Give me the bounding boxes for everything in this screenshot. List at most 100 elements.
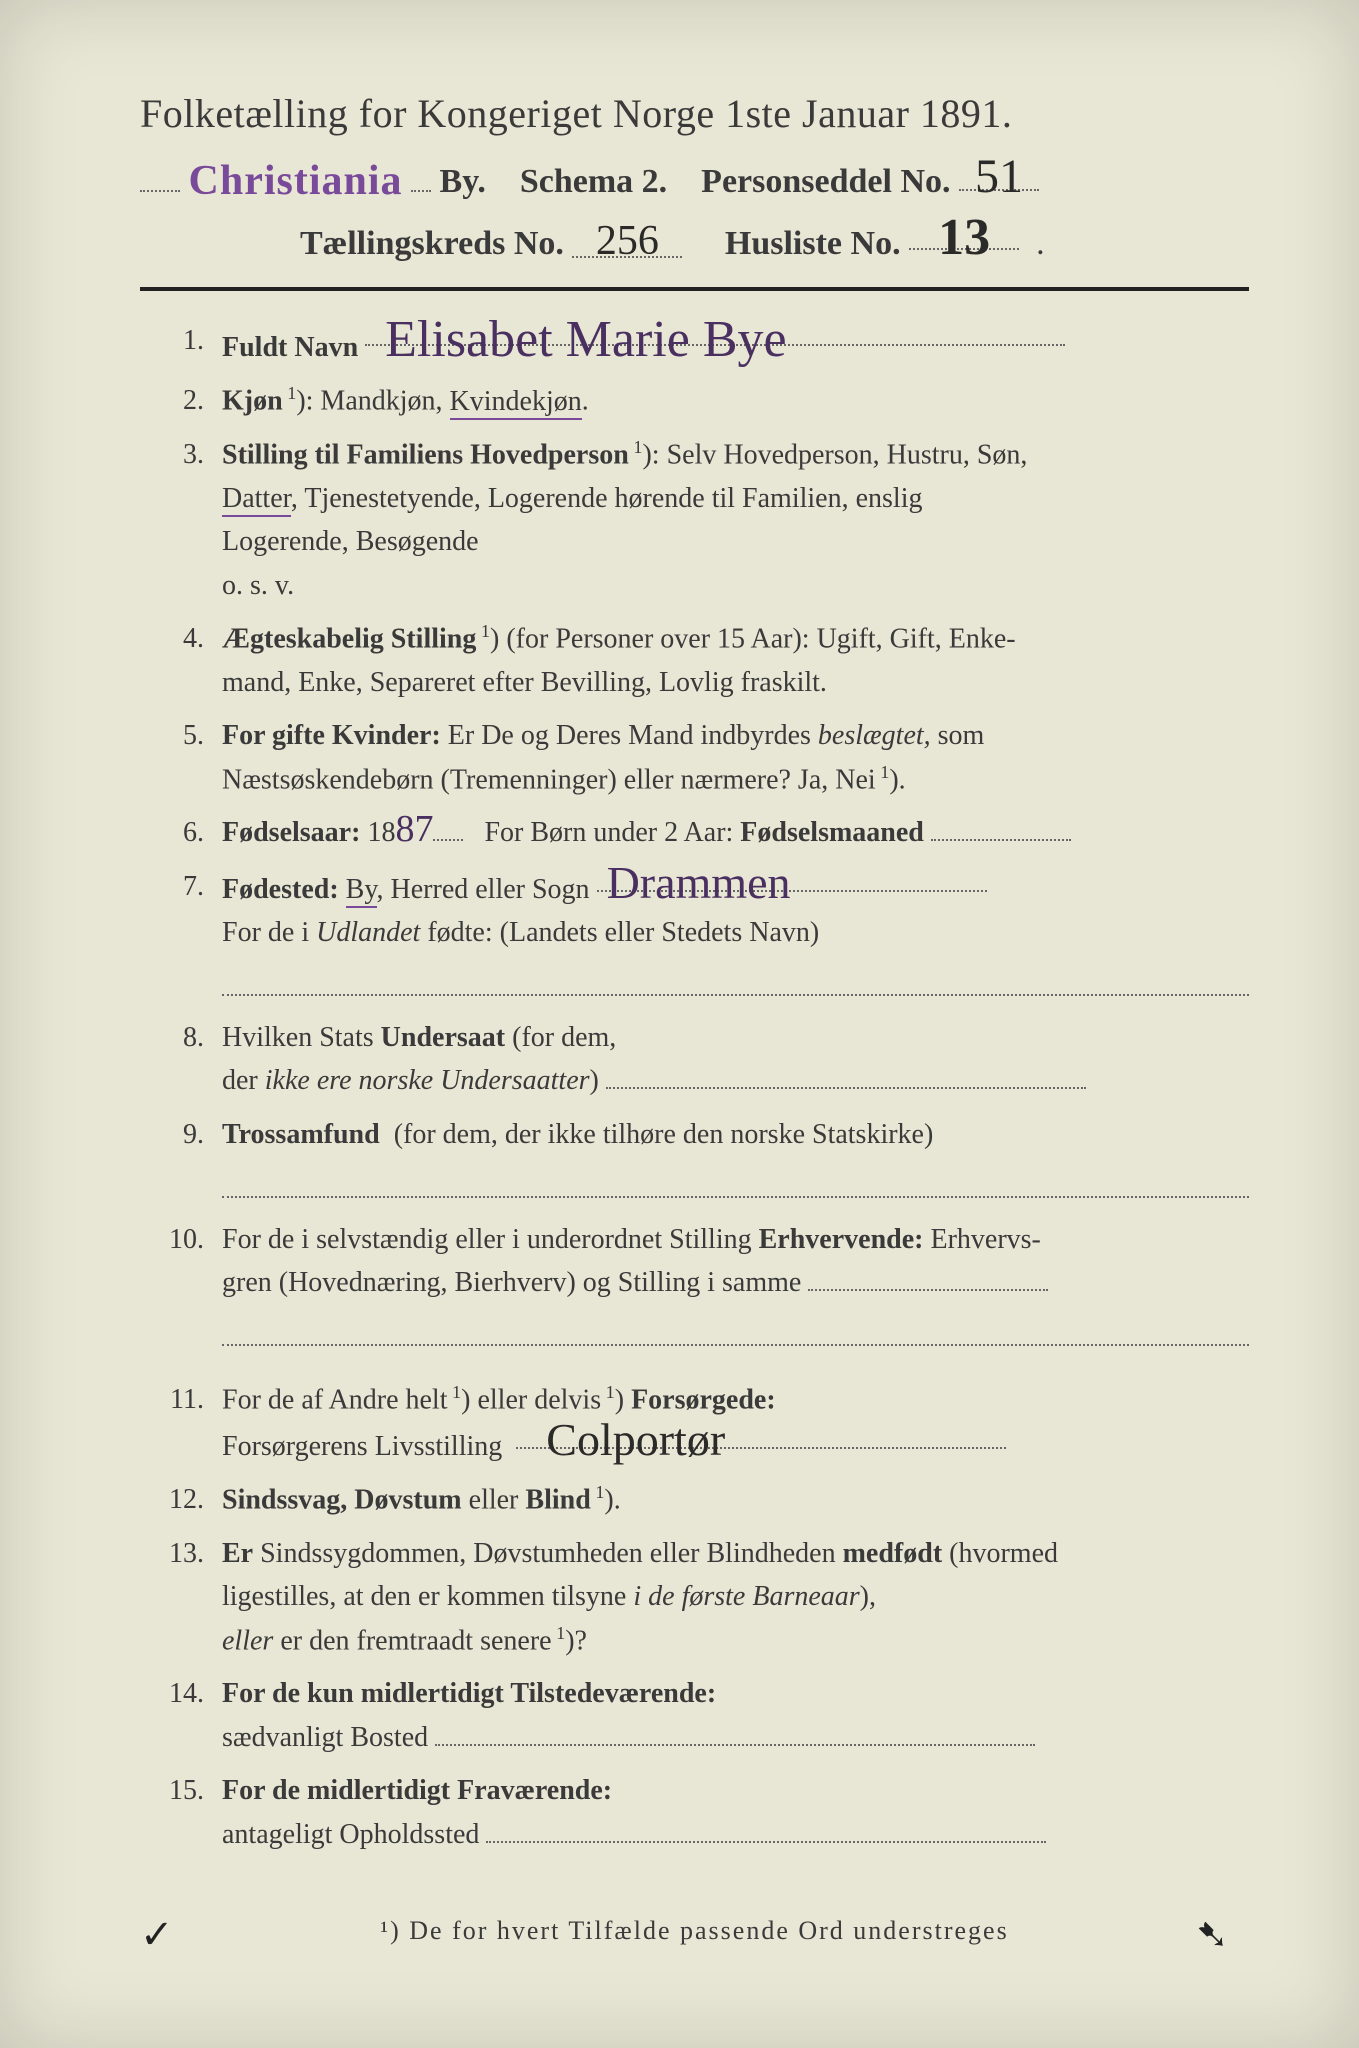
name-value: Elisabet Marie Bye — [385, 319, 786, 361]
text: Hvilken Stats — [222, 1022, 374, 1053]
field-label: Forsørgede: — [631, 1384, 776, 1415]
provider-value: Colportør — [546, 1422, 725, 1459]
year-value: 87 — [395, 814, 433, 844]
text: Forsørgerens Livsstilling — [222, 1431, 502, 1462]
text: gren (Hovednæring, Bierhverv) og Stillin… — [222, 1267, 801, 1298]
field-label: Fødselsmaaned — [740, 817, 924, 848]
text: For Børn under 2 Aar: — [484, 817, 733, 848]
ink-mark-icon: ✓ — [140, 1911, 174, 1958]
field-label: Fuldt Navn — [222, 332, 358, 363]
divider-top — [140, 287, 1249, 291]
by-label: By. — [440, 163, 486, 200]
field-label: Fødested: — [222, 874, 339, 905]
field-label: Sindssvag, Døvstum — [222, 1485, 462, 1516]
row-6: 6. Fødselsaar: 1887 For Børn under 2 Aar… — [140, 811, 1249, 854]
field-label: For de midlertidigt Fraværende: — [222, 1775, 612, 1806]
text: Erhvervs- — [930, 1224, 1040, 1255]
footnote: ¹) De for hvert Tilfælde passende Ord un… — [140, 1916, 1249, 1946]
row-num: 3. — [140, 433, 222, 476]
options-text: Selv Hovedperson, Hustru, Søn, — [667, 439, 1028, 470]
row-1: 1. Fuldt Navn Elisabet Marie Bye — [140, 319, 1249, 369]
text: beslægtet, — [818, 720, 931, 751]
selected-value: Datter — [222, 483, 291, 517]
schema-label: Schema 2. — [520, 163, 667, 200]
text: eller delvis — [477, 1384, 601, 1415]
main-title: Folketælling for Kongeriget Norge 1ste J… — [140, 90, 1249, 137]
text: som — [938, 720, 985, 751]
field-label: Erhvervende: — [759, 1224, 924, 1255]
options-text: o. s. v. — [222, 570, 294, 601]
birthplace-value: Drammen — [607, 865, 791, 902]
kreds-label: Tællingskreds No. — [300, 225, 564, 262]
text: medfødt — [843, 1538, 943, 1569]
field-label: Undersaat — [381, 1022, 505, 1053]
row-num: 5. — [140, 714, 222, 757]
row-9: 9. Trossamfund (for dem, der ikke tilhør… — [140, 1113, 1249, 1208]
text: Næstsøskendebørn (Tremenninger) eller næ… — [222, 764, 876, 795]
selected-value: By — [346, 874, 377, 908]
text: (hvormed — [949, 1538, 1058, 1569]
text: der — [222, 1065, 258, 1096]
text: (for dem, der ikke tilhøre den norske St… — [394, 1119, 934, 1150]
text: Er — [222, 1538, 253, 1569]
text: Er De og Deres Mand indbyrdes — [448, 720, 811, 751]
row-num: 12. — [140, 1478, 222, 1521]
row-num: 2. — [140, 379, 222, 422]
row-15: 15. For de midlertidigt Fraværende: anta… — [140, 1769, 1249, 1856]
row-12: 12. Sindssvag, Døvstum eller Blind 1). — [140, 1478, 1249, 1522]
row-num: 7. — [140, 865, 222, 908]
year-prefix: 18 — [367, 817, 395, 848]
options-text: mand, Enke, Separeret efter Bevilling, L… — [222, 667, 827, 698]
row-num: 4. — [140, 617, 222, 660]
text: For de af Andre helt — [222, 1384, 448, 1415]
row-num: 15. — [140, 1769, 222, 1812]
text: i de første Barneaar — [633, 1581, 859, 1612]
row-num: 9. — [140, 1113, 222, 1156]
row-num: 10. — [140, 1218, 222, 1261]
row-3: 3. Stilling til Familiens Hovedperson 1)… — [140, 433, 1249, 607]
row-8: 8. Hvilken Stats Undersaat (for dem, der… — [140, 1016, 1249, 1103]
row-14: 14. For de kun midlertidigt Tilstedevære… — [140, 1672, 1249, 1759]
row-5: 5. For gifte Kvinder: Er De og Deres Man… — [140, 714, 1249, 801]
field-label: Fødselsaar: — [222, 817, 360, 848]
row-13: 13. Er Sindssygdommen, Døvstumheden elle… — [140, 1532, 1249, 1663]
row-2: 2. Kjøn 1): Mandkjøn, Kvindekjøn. — [140, 379, 1249, 423]
text: fødte: (Landets eller Stedets Navn) — [427, 917, 819, 948]
row-num: 13. — [140, 1532, 222, 1575]
personseddel-label: Personseddel No. — [701, 163, 950, 200]
text: sædvanligt Bosted — [222, 1722, 428, 1753]
husliste-value: 13 — [938, 217, 990, 259]
dotted-blank-line — [222, 1311, 1249, 1347]
row-num: 14. — [140, 1672, 222, 1715]
field-label: Kjøn — [222, 386, 283, 417]
field-label: Ægteskabelig Stilling — [222, 623, 476, 654]
text: eller — [222, 1625, 273, 1656]
options-text: (for Personer over 15 Aar): Ugift, Gift,… — [506, 623, 1015, 654]
header-line-2: Christiania By. Schema 2. Personseddel N… — [140, 155, 1249, 203]
row-num: 1. — [140, 319, 222, 362]
text: ikke ere norske Undersaatter — [265, 1065, 590, 1096]
field-label: Trossamfund — [222, 1119, 380, 1150]
text: Sindssygdommen, Døvstumheden eller Blind… — [260, 1538, 836, 1569]
kreds-value: 256 — [596, 225, 659, 259]
city-stamp: Christiania — [189, 157, 403, 205]
text: For de i — [222, 917, 309, 948]
row-num: 11. — [140, 1378, 222, 1421]
ink-mark-icon: ➷ — [1195, 1911, 1229, 1958]
personseddel-value: 51 — [975, 158, 1023, 196]
text: For de i selvstændig eller i underordnet… — [222, 1224, 752, 1255]
field-label: Stilling til Familiens Hovedperson — [222, 439, 629, 470]
row-11: 11. For de af Andre helt 1) eller delvis… — [140, 1378, 1249, 1468]
field-label: For gifte Kvinder: — [222, 720, 441, 751]
text: antageligt Opholdssted — [222, 1819, 479, 1850]
text: Udlandet — [316, 917, 420, 948]
dotted-blank-line — [222, 1162, 1249, 1198]
row-7: 7. Fødested: By, Herred eller Sogn Dramm… — [140, 865, 1249, 1006]
row-num: 6. — [140, 811, 222, 854]
field-label: For de kun midlertidigt Tilstedeværende: — [222, 1678, 716, 1709]
dotted-blank-line — [222, 960, 1249, 996]
header-line-3: Tællingskreds No. 256 Husliste No. 13 . — [140, 217, 1249, 263]
text: eller — [469, 1485, 519, 1516]
row-num: 8. — [140, 1016, 222, 1059]
row-10: 10. For de i selvstændig eller i underor… — [140, 1218, 1249, 1356]
